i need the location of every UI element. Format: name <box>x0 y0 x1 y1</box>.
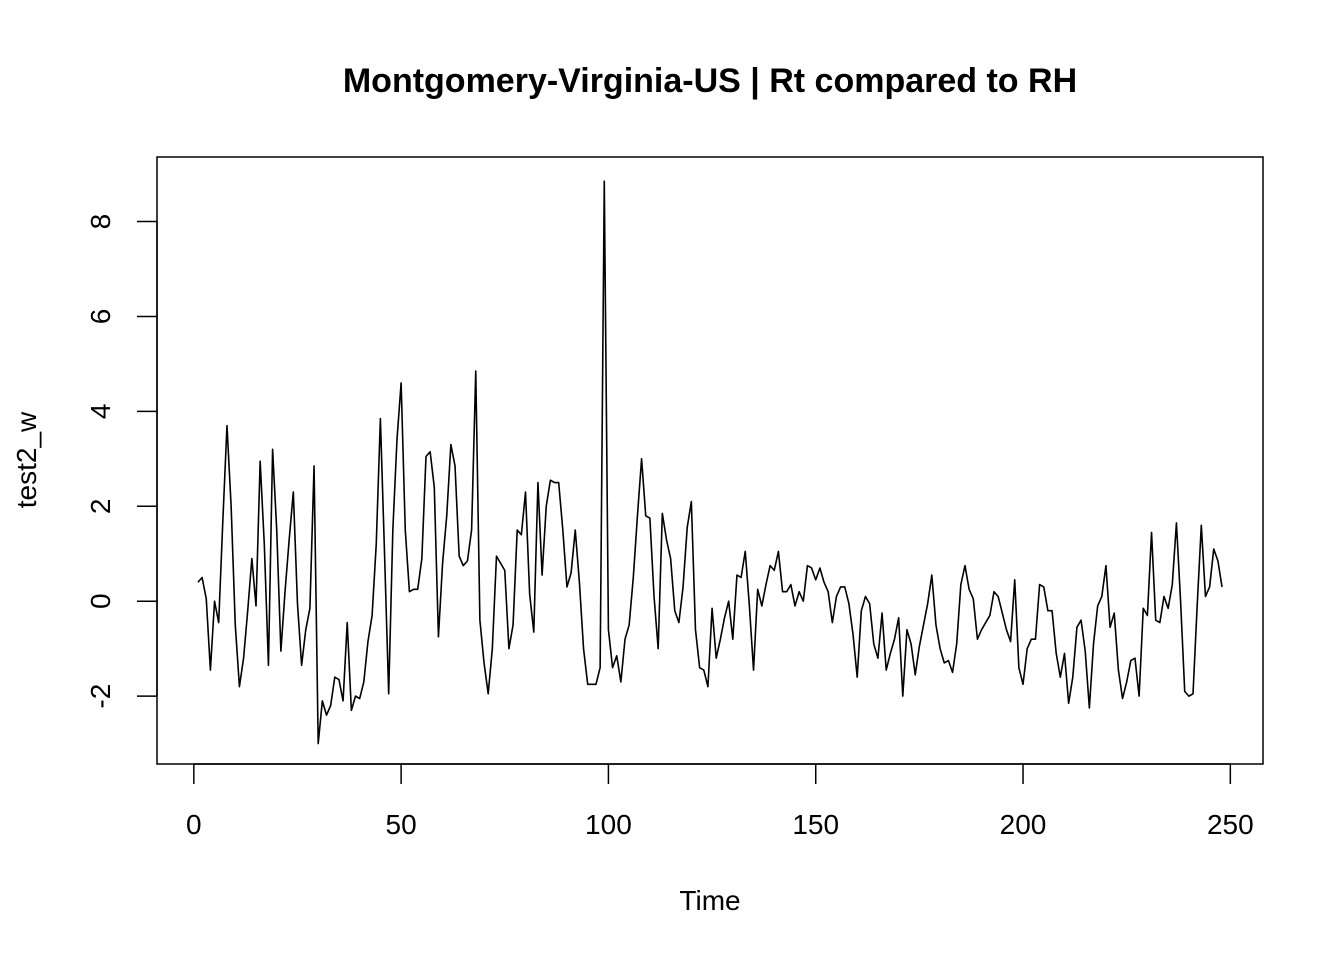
y-axis-label: test2_w <box>11 411 42 508</box>
chart-title: Montgomery-Virginia-US | Rt compared to … <box>343 62 1077 100</box>
series-line <box>197 180 1223 745</box>
x-axis-label: Time <box>679 885 740 916</box>
x-tick-label: 100 <box>585 809 632 840</box>
y-tick-label: 0 <box>85 593 116 609</box>
x-tick-label: 250 <box>1207 809 1254 840</box>
x-axis: 0 50 100 150 200 250 <box>186 763 1254 840</box>
y-tick-label: 4 <box>85 404 116 420</box>
y-tick-label: -2 <box>85 684 116 709</box>
y-tick-label: 8 <box>85 214 116 230</box>
x-tick-label: 150 <box>792 809 839 840</box>
y-tick-label: 6 <box>85 309 116 325</box>
y-tick-label: 2 <box>85 499 116 515</box>
y-axis: -2 0 2 4 6 8 <box>85 214 158 709</box>
plot-area-frame <box>156 156 1264 765</box>
x-tick-label: 200 <box>1000 809 1047 840</box>
x-tick-label: 0 <box>186 809 202 840</box>
x-tick-label: 50 <box>386 809 417 840</box>
